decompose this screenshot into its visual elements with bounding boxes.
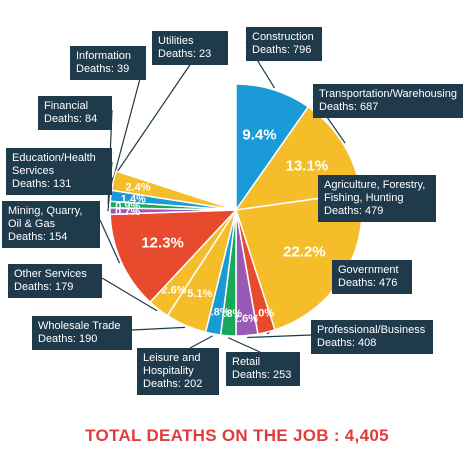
pie-slice-pct-label: 5.1% xyxy=(187,288,212,300)
slice-callout: Wholesale Trade Deaths: 190 xyxy=(32,316,132,350)
slice-callout-deaths: Deaths: 154 xyxy=(8,231,68,243)
slice-callout-deaths: Deaths: 190 xyxy=(38,333,98,345)
pie-slice-pct-label: 2.6% xyxy=(233,313,258,325)
slice-callout: Agriculture, Forestry, Fishing, Hunting D… xyxy=(318,175,436,222)
slice-callout-deaths: Deaths: 179 xyxy=(14,281,74,293)
connector-line xyxy=(227,337,261,353)
slice-callout-deaths: Deaths: 479 xyxy=(324,205,384,217)
pie-slice-pct-label: 2.4% xyxy=(125,181,150,193)
slice-callout: Government Deaths: 476 xyxy=(332,260,412,294)
slice-callout: Retail Deaths: 253 xyxy=(226,352,300,386)
slice-callout: Construction Deaths: 796 xyxy=(246,27,322,61)
slice-callout-deaths: Deaths: 687 xyxy=(319,101,379,113)
slice-callout-name: Agriculture, Forestry, Fishing, Hunting xyxy=(324,179,426,204)
slice-callout-name: Professional/Business xyxy=(317,324,426,336)
pie-slice-0 xyxy=(235,83,310,213)
slice-callout: Utilities Deaths: 23 xyxy=(152,31,228,65)
slice-callout: Other Services Deaths: 179 xyxy=(8,264,102,298)
pie-slice-pct-label: 1.4% xyxy=(121,193,146,205)
pie-slice-pct-label: 22.2% xyxy=(283,244,326,261)
slice-callout: Financial Deaths: 84 xyxy=(38,96,112,130)
connector-line xyxy=(111,49,201,181)
pie-slice-9 xyxy=(109,209,238,304)
total-deaths-caption: TOTAL DEATHS ON THE JOB : 4,405 xyxy=(85,426,389,445)
pie-slice-pct-label: 2.6% xyxy=(161,284,186,296)
pie-slice-pct-label: 9.4% xyxy=(242,126,276,143)
pie-slice-pct-label: 13.1% xyxy=(286,158,329,175)
slice-callout-deaths: Deaths: 84 xyxy=(44,113,98,125)
slice-callout-deaths: Deaths: 202 xyxy=(143,378,203,390)
connector-line xyxy=(99,219,121,264)
slice-callout-name: Retail xyxy=(232,356,261,368)
slice-callout-name: Utilities xyxy=(158,35,194,47)
slice-callout-name: Construction xyxy=(252,31,314,43)
slice-callout-name: Other Services xyxy=(14,268,87,280)
slice-callout-deaths: Deaths: 131 xyxy=(12,178,72,190)
slice-callout: Professional/Business Deaths: 408 xyxy=(311,320,433,354)
pie-slice-pct-label: 12.3% xyxy=(141,234,184,251)
slice-callout-name: Transportation/Warehousing xyxy=(319,88,457,100)
slice-callout: Education/Health Services Deaths: 131 xyxy=(6,148,112,195)
slice-callout-name: Financial xyxy=(44,100,89,112)
connector-line xyxy=(131,326,185,331)
slice-callout-name: Leisure and Hospitality xyxy=(143,352,201,377)
slice-callout-deaths: Deaths: 39 xyxy=(76,63,130,75)
slice-callout-deaths: Deaths: 408 xyxy=(317,337,377,349)
slice-callout-deaths: Deaths: 23 xyxy=(158,48,212,60)
slice-callout-name: Education/Health Services xyxy=(12,152,96,177)
slice-callout-name: Government xyxy=(338,264,399,276)
slice-callout: Transportation/Warehousing Deaths: 687 xyxy=(313,84,463,118)
slice-callout-name: Wholesale Trade xyxy=(38,320,121,332)
slice-callout-name: Information xyxy=(76,50,132,62)
connector-line xyxy=(189,335,213,349)
slice-callout: Mining, Quarry, Oil & Gas Deaths: 154 xyxy=(2,201,100,248)
slice-callout-name: Mining, Quarry, Oil & Gas xyxy=(8,205,83,230)
slice-callout: Information Deaths: 39 xyxy=(70,46,146,80)
slice-callout: Leisure and Hospitality Deaths: 202 xyxy=(137,348,219,395)
slice-callout-deaths: Deaths: 796 xyxy=(252,44,312,56)
slice-callout-deaths: Deaths: 253 xyxy=(232,369,292,381)
slice-callout-deaths: Deaths: 476 xyxy=(338,277,398,289)
connector-line xyxy=(247,334,312,339)
connector-line xyxy=(101,277,158,312)
